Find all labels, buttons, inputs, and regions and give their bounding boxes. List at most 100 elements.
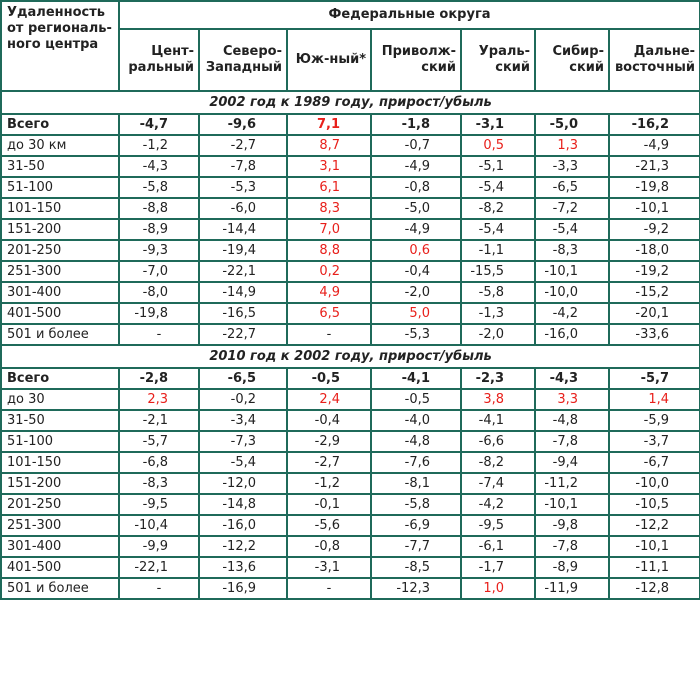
section-row: 2010 год к 2002 году, прирост/убыль bbox=[0, 344, 700, 369]
value-cell: - bbox=[286, 323, 372, 346]
value-cell: -10,1 bbox=[607, 197, 700, 220]
value-cell: -10,1 bbox=[534, 260, 610, 283]
value-cell: -2,7 bbox=[286, 451, 372, 474]
row-label: 51-100 bbox=[0, 176, 120, 199]
row-label: 101-150 bbox=[0, 197, 120, 220]
value-cell: -8,2 bbox=[460, 197, 536, 220]
table-row: 401-500 -22,1 -13,6 -3,1 -8,5 -1,7 -8,9 -11,1 bbox=[0, 556, 700, 579]
value-cell: -5,1 bbox=[460, 155, 536, 178]
value-cell: -11,1 bbox=[607, 556, 700, 579]
value-cell: -22,1 bbox=[198, 260, 288, 283]
value-cell: -7,8 bbox=[534, 535, 610, 558]
value-cell: 0,2 bbox=[286, 260, 372, 283]
value-cell: -14,4 bbox=[198, 218, 288, 241]
value-cell: -0,1 bbox=[286, 493, 372, 516]
row-label: 251-300 bbox=[0, 514, 120, 537]
value-cell: -4,1 bbox=[460, 409, 536, 432]
value-cell: -7,4 bbox=[460, 472, 536, 495]
table-row: 201-250 -9,5 -14,8 -0,1 -5,8 -4,2 -10,1 -10,5 bbox=[0, 493, 700, 516]
value-cell: -18,0 bbox=[607, 239, 700, 262]
value-cell: -2,1 bbox=[118, 409, 200, 432]
value-cell: -0,2 bbox=[198, 388, 288, 411]
value-cell: -12,2 bbox=[198, 535, 288, 558]
row-label: 401-500 bbox=[0, 556, 120, 579]
value-cell: -0,4 bbox=[370, 260, 462, 283]
value-cell: -0,5 bbox=[286, 367, 372, 390]
value-cell: -22,1 bbox=[118, 556, 200, 579]
value-cell: 5,0 bbox=[370, 302, 462, 325]
value-cell: -20,1 bbox=[607, 302, 700, 325]
row-label: 201-250 bbox=[0, 239, 120, 262]
value-cell: -9,5 bbox=[460, 514, 536, 537]
value-cell: -7,2 bbox=[534, 197, 610, 220]
table-row: до 30 км -1,2 -2,7 8,7 -0,7 0,5 1,3 -4,9 bbox=[0, 134, 700, 157]
value-cell: -4,7 bbox=[118, 113, 200, 136]
value-cell: 1,3 bbox=[534, 134, 610, 157]
value-cell: 2,4 bbox=[286, 388, 372, 411]
value-cell: -9,3 bbox=[118, 239, 200, 262]
value-cell: -7,7 bbox=[370, 535, 462, 558]
value-cell: -3,1 bbox=[286, 556, 372, 579]
total-row: Всего -2,8 -6,5 -0,5 -4,1 -2,3 -4,3 -5,7 bbox=[0, 367, 700, 390]
row-label: 301-400 bbox=[0, 535, 120, 558]
value-cell: -15,5 bbox=[460, 260, 536, 283]
value-cell: -16,9 bbox=[198, 577, 288, 600]
value-cell: -11,9 bbox=[534, 577, 610, 600]
value-cell: -10,0 bbox=[607, 472, 700, 495]
region-header-siberia: Сибир-ский bbox=[534, 28, 610, 92]
value-cell: -8,2 bbox=[460, 451, 536, 474]
value-cell: -1,8 bbox=[370, 113, 462, 136]
value-cell: -0,8 bbox=[286, 535, 372, 558]
value-cell: -2,7 bbox=[198, 134, 288, 157]
value-cell: -5,6 bbox=[286, 514, 372, 537]
value-cell: -6,0 bbox=[198, 197, 288, 220]
value-cell: 7,1 bbox=[286, 113, 372, 136]
section-title: 2010 год к 2002 году, прирост/убыль bbox=[0, 344, 700, 369]
value-cell: -3,7 bbox=[607, 430, 700, 453]
value-cell: -33,6 bbox=[607, 323, 700, 346]
value-cell: -4,8 bbox=[534, 409, 610, 432]
row-label: 31-50 bbox=[0, 155, 120, 178]
value-cell: -0,4 bbox=[286, 409, 372, 432]
value-cell: -3,3 bbox=[534, 155, 610, 178]
value-cell: -9,4 bbox=[534, 451, 610, 474]
value-cell: -12,8 bbox=[607, 577, 700, 600]
value-cell: -1,2 bbox=[286, 472, 372, 495]
value-cell: -14,8 bbox=[198, 493, 288, 516]
value-cell: -8,1 bbox=[370, 472, 462, 495]
table-row: 501 и более - -22,7- -5,3 -2,0 -16,0 -33,6 bbox=[0, 323, 700, 346]
row-label: до 30 bbox=[0, 388, 120, 411]
value-cell: -21,3 bbox=[607, 155, 700, 178]
value-cell: 2,3 bbox=[118, 388, 200, 411]
value-cell: - bbox=[118, 323, 200, 346]
value-cell: -0,7 bbox=[370, 134, 462, 157]
data-table: Удаленность от региональ-ного центра Фед… bbox=[0, 0, 700, 600]
value-cell: 6,1 bbox=[286, 176, 372, 199]
value-cell: -5,3 bbox=[198, 176, 288, 199]
value-cell: 1,4 bbox=[607, 388, 700, 411]
region-header-central: Цент-ральный bbox=[118, 28, 200, 92]
value-cell: -2,9 bbox=[286, 430, 372, 453]
value-cell: -1,2 bbox=[118, 134, 200, 157]
value-cell: -4,0 bbox=[370, 409, 462, 432]
value-cell: -1,3 bbox=[460, 302, 536, 325]
table-row: 251-300 -10,4 -16,0 -5,6 -6,9 -9,5 -9,8 -12,2 bbox=[0, 514, 700, 537]
value-cell: -6,1 bbox=[460, 535, 536, 558]
value-cell: -10,0 bbox=[534, 281, 610, 304]
value-cell: -19,8 bbox=[607, 176, 700, 199]
value-cell: 7,0 bbox=[286, 218, 372, 241]
value-cell: -8,0 bbox=[118, 281, 200, 304]
value-cell: -2,0 bbox=[460, 323, 536, 346]
value-cell: -8,3 bbox=[534, 239, 610, 262]
row-label: 401-500 bbox=[0, 302, 120, 325]
value-cell: -8,9 bbox=[534, 556, 610, 579]
value-cell: -6,7 bbox=[607, 451, 700, 474]
value-cell: -3,1 bbox=[460, 113, 536, 136]
value-cell: -4,2 bbox=[534, 302, 610, 325]
value-cell: -12,0 bbox=[198, 472, 288, 495]
value-cell: -2,0 bbox=[370, 281, 462, 304]
value-cell: -4,8 bbox=[370, 430, 462, 453]
value-cell: -8,3 bbox=[118, 472, 200, 495]
row-label: Всего bbox=[0, 113, 120, 136]
value-cell: -16,2 bbox=[607, 113, 700, 136]
